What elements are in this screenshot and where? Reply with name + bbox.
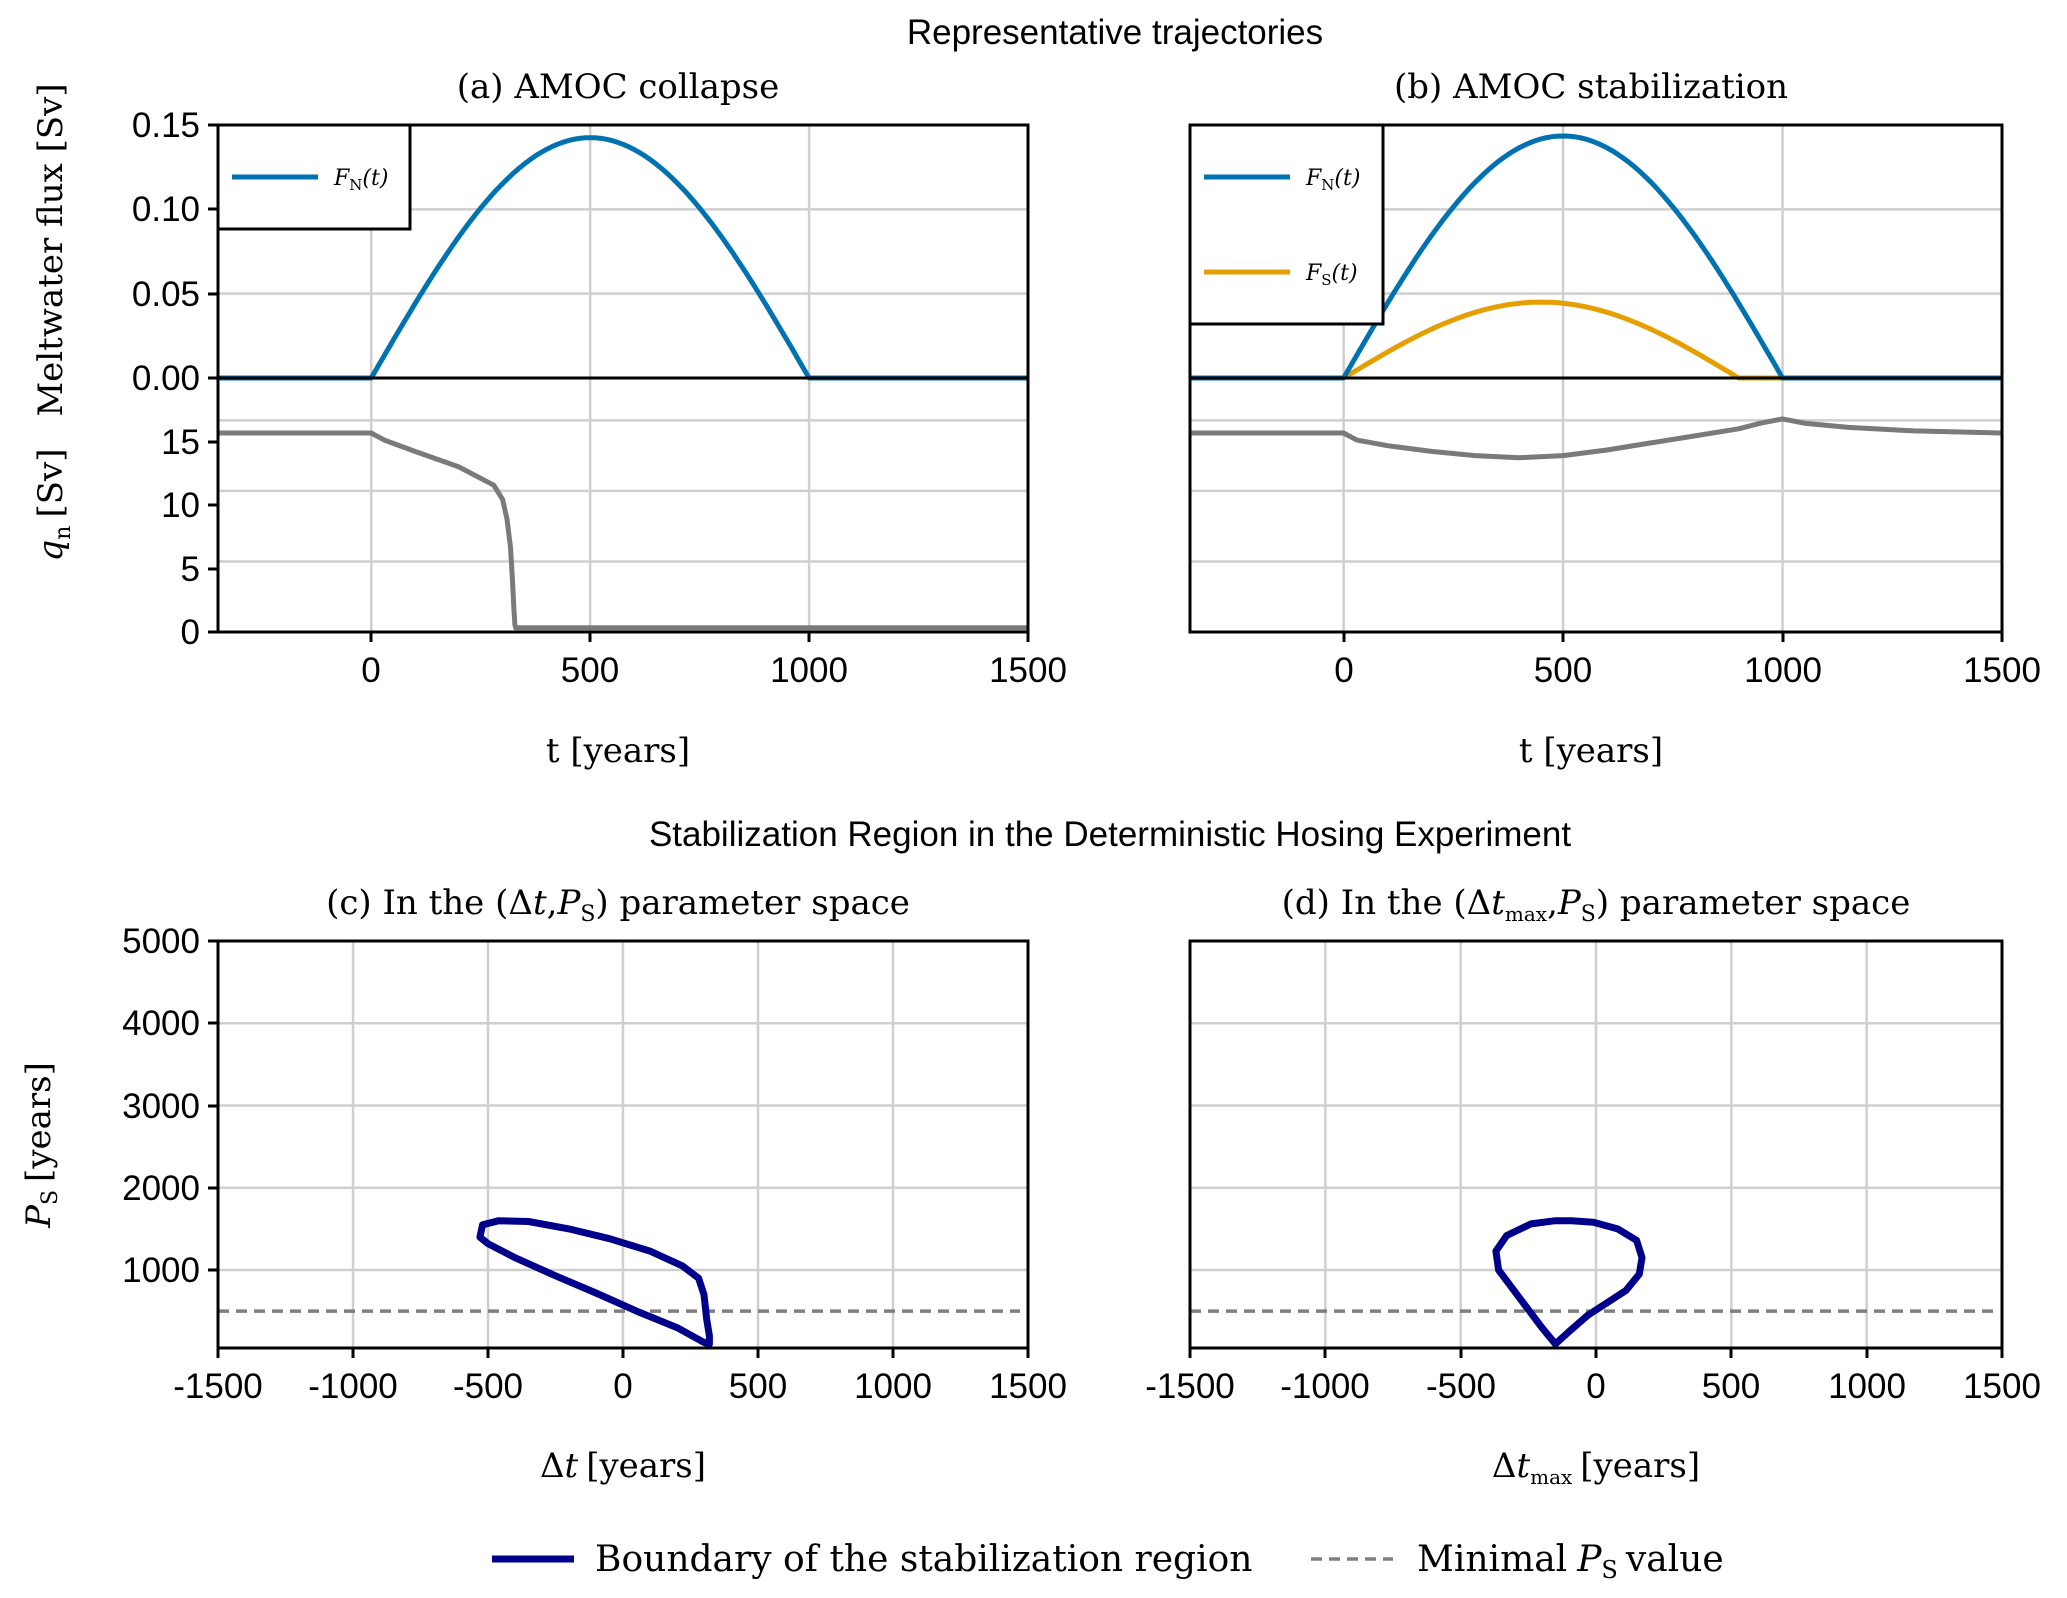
d-xtick: -500	[1426, 1367, 1496, 1406]
figure-title-bottom: Stabilization Region in the Deterministi…	[649, 815, 1571, 854]
panel-b-title: (b) AMOC stabilization	[1394, 67, 1788, 107]
panel-a-legend: FN(t)	[216, 123, 412, 231]
panel-c-xticks: -1500 -1000 -500 0 500 1000 1500	[173, 1348, 1067, 1406]
panel-a-xlabel: t [years]	[546, 731, 690, 771]
a-line-fn	[218, 135, 1028, 381]
bottom-legend: Boundary of the stabilization region Min…	[492, 1539, 1724, 1584]
panel-a-top-yticks: 0.15 0.10 0.05 0.00	[132, 106, 218, 398]
panel-c-xlabel: Δt [years]	[540, 1446, 706, 1486]
panel-a-xticks: 0 500 1000 1500	[361, 632, 1067, 690]
legend-fn-label: FN(t)	[1305, 166, 1360, 194]
d-boundary-line	[1492, 1217, 1646, 1348]
panel-c: (c) In the (Δt,PS) parameter space 5000 …	[19, 883, 1067, 1486]
b-xtick: 0	[1334, 651, 1353, 690]
panel-d-series	[1190, 1217, 1994, 1348]
a-xtick: 1500	[989, 651, 1067, 690]
panel-a-series	[218, 135, 1028, 631]
panel-c-title: (c) In the (Δt,PS) parameter space	[326, 883, 910, 927]
a-xtick: 500	[561, 651, 619, 690]
d-xtick: -1500	[1145, 1367, 1235, 1406]
c-ytick: 5000	[122, 922, 200, 961]
b-line-fn	[1190, 133, 2002, 381]
b-line-fs	[1190, 299, 2002, 381]
panel-a-bottom-ylabel: qn[Sv]	[31, 449, 76, 562]
legend-fs-label: FS(t)	[1305, 261, 1358, 289]
panel-a-bottom-yticks: 0 5 10 15	[161, 423, 218, 652]
b-xtick: 1500	[1963, 651, 2041, 690]
panel-c-grid	[218, 941, 1028, 1348]
a-ytick: 10	[161, 486, 200, 525]
panel-c-yticks: 5000 4000 3000 2000 1000	[122, 922, 218, 1290]
panel-c-ylabel: PS[years]	[19, 1062, 63, 1229]
b-xtick: 1000	[1744, 651, 1822, 690]
d-xtick: 1000	[1828, 1367, 1906, 1406]
c-xtick: 1500	[989, 1367, 1067, 1406]
d-xtick: -1000	[1280, 1367, 1370, 1406]
a-line-qn	[218, 430, 1028, 631]
panel-d-xticks: -1500 -1000 -500 0 500 1000 1500	[1145, 1348, 2041, 1406]
c-xtick: 0	[613, 1367, 632, 1406]
b-xtick: 500	[1534, 651, 1592, 690]
panel-d-title: (d) In the (Δtmax,PS) parameter space	[1282, 883, 1911, 927]
d-xtick: 500	[1702, 1367, 1760, 1406]
panel-a-bottom-frame	[216, 376, 1030, 634]
a-ytick: 15	[161, 423, 200, 462]
panel-d: (d) In the (Δtmax,PS) parameter space -1…	[1145, 883, 2041, 1489]
a-ytick: 0.10	[132, 190, 200, 229]
c-xtick: -1500	[173, 1367, 263, 1406]
d-xtick: 1500	[1963, 1367, 2041, 1406]
panel-b-legend: FN(t) FS(t)	[1188, 123, 1385, 326]
panel-d-xlabel: Δtmax [years]	[1492, 1446, 1700, 1489]
a-ytick: 0.00	[132, 359, 200, 398]
a-xtick: 0	[361, 651, 380, 690]
panel-d-grid	[1190, 941, 2002, 1348]
c-xtick: 500	[729, 1367, 787, 1406]
a-ytick: 5	[181, 550, 200, 589]
a-ytick: 0.15	[132, 106, 200, 145]
panel-a-top-ylabel: Meltwater flux [Sv]	[31, 83, 71, 416]
c-xtick: -500	[453, 1367, 523, 1406]
a-ytick: 0.05	[132, 275, 200, 314]
panel-a-title: (a) AMOC collapse	[457, 67, 780, 107]
a-xtick: 1000	[770, 651, 848, 690]
panel-b-series	[1190, 133, 2003, 461]
panel-b-xlabel: t [years]	[1519, 731, 1663, 771]
panel-b-xticks: 0 500 1000 1500	[1334, 632, 2041, 690]
legend-boundary-label: Boundary of the stabilization region	[595, 1539, 1252, 1580]
panel-b: (b) AMOC stabilization 0 500 1000 1500 t…	[1188, 67, 2041, 771]
c-ytick: 2000	[122, 1169, 200, 1208]
c-boundary-line	[476, 1217, 713, 1348]
c-xtick: 1000	[854, 1367, 932, 1406]
panel-a: (a) AMOC collapse 0.15 0.10 0.05 0.00 0 …	[31, 67, 1067, 771]
c-ytick: 1000	[122, 1251, 200, 1290]
d-xtick: 0	[1586, 1367, 1605, 1406]
panel-b-bottom-frame	[1188, 376, 2004, 634]
a-ytick: 0	[181, 613, 200, 652]
panel-c-series	[218, 1217, 1020, 1348]
c-ytick: 4000	[122, 1004, 200, 1043]
b-line-qn	[1190, 416, 2003, 461]
c-ytick: 3000	[122, 1087, 200, 1126]
legend-minimal-label: Minimal PS value	[1417, 1539, 1724, 1584]
c-xtick: -1000	[308, 1367, 398, 1406]
figure-title-top: Representative trajectories	[907, 13, 1323, 52]
legend-fn-label: FN(t)	[333, 166, 388, 194]
